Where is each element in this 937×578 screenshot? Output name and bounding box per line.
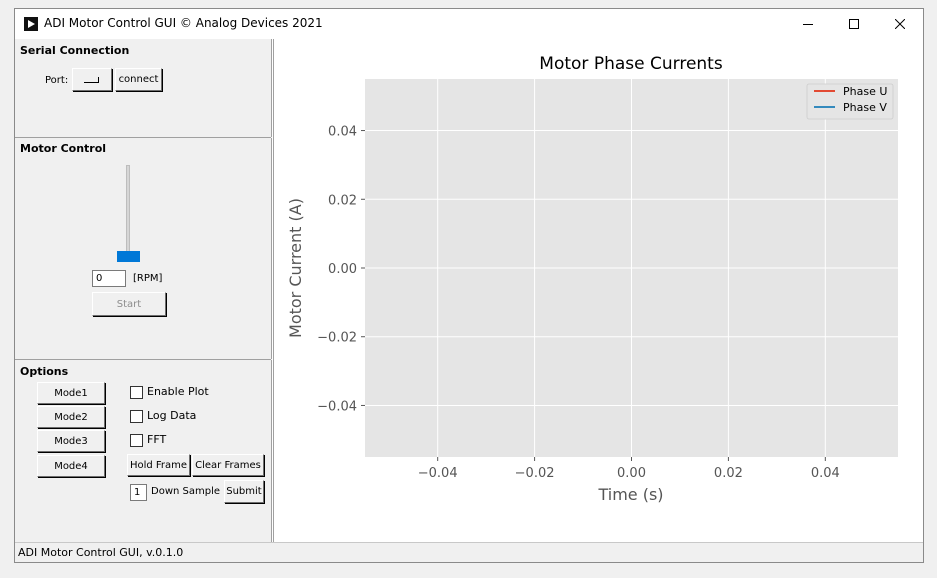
connect-button[interactable]: connect [115, 68, 162, 91]
x-tick-label: 0.04 [811, 466, 840, 481]
section-divider [15, 137, 271, 138]
log-data-label: Log Data [147, 409, 197, 422]
enable-plot-checkbox[interactable] [130, 386, 143, 399]
control-panel: Serial Connection Port: connect Motor Co… [15, 39, 272, 542]
x-axis-ticks: −0.04 −0.02 0.00 0.02 0.04 [418, 457, 840, 481]
legend-box [806, 83, 894, 120]
hold-frame-button[interactable]: Hold Frame [127, 454, 190, 476]
y-tick-label: −0.04 [317, 399, 357, 414]
x-tick-label: 0.02 [714, 466, 743, 481]
y-axis-label: Motor Current (A) [286, 198, 305, 338]
y-tick-label: 0.04 [328, 125, 357, 140]
fft-label: FFT [147, 433, 167, 446]
app-window: ADI Motor Control GUI © Analog Devices 2… [14, 8, 924, 563]
dropdown-indicator-icon [84, 76, 99, 83]
log-data-checkbox[interactable] [130, 410, 143, 423]
y-axis-ticks: −0.04 −0.02 0.00 0.02 0.04 [317, 125, 365, 414]
x-tick-label: −0.02 [515, 466, 555, 481]
mode4-button[interactable]: Mode4 [37, 455, 105, 477]
motor-control-title: Motor Control [20, 142, 107, 155]
port-label: Port: [45, 75, 69, 86]
grid-lines [365, 79, 898, 457]
window-title: ADI Motor Control GUI © Analog Devices 2… [44, 16, 323, 30]
title-bar: ADI Motor Control GUI © Analog Devices 2… [15, 9, 923, 39]
chart-legend: Phase U Phase V [806, 83, 894, 120]
down-sample-label: Down Sample [151, 486, 221, 497]
maximize-button[interactable] [831, 9, 877, 39]
start-button[interactable]: Start [92, 292, 166, 316]
legend-label-phase-u: Phase U [843, 85, 887, 98]
x-tick-label: −0.04 [418, 466, 458, 481]
enable-plot-label: Enable Plot [147, 385, 209, 398]
maximize-icon [849, 19, 859, 29]
rpm-input[interactable]: 0 [92, 270, 126, 287]
submit-button[interactable]: Submit [224, 480, 264, 503]
mode2-button[interactable]: Mode2 [37, 406, 105, 428]
close-button[interactable] [877, 9, 923, 39]
serial-connection-title: Serial Connection [20, 44, 130, 57]
app-logo-icon [24, 17, 38, 31]
plot-area: −0.04 −0.02 0.00 0.02 0.04 −0.04 −0.02 0.00 0.0… [273, 39, 923, 542]
port-dropdown[interactable] [72, 68, 112, 91]
clear-frames-button[interactable]: Clear Frames [192, 454, 264, 476]
speed-slider-handle[interactable] [117, 251, 140, 262]
y-tick-label: 0.02 [328, 193, 357, 208]
y-tick-label: 0.00 [328, 262, 357, 277]
x-axis-label: Time (s) [597, 485, 663, 504]
mode3-button[interactable]: Mode3 [37, 430, 105, 452]
mode1-button[interactable]: Mode1 [37, 382, 105, 404]
minimize-button[interactable] [785, 9, 831, 39]
serial-connection-frame: Serial Connection Port: connect [15, 39, 272, 137]
speed-slider-track[interactable] [126, 165, 130, 260]
status-bar: ADI Motor Control GUI, v.0.1.0 [15, 542, 923, 562]
rpm-unit-label: [RPM] [133, 273, 163, 284]
down-sample-input[interactable]: 1 [130, 484, 147, 501]
chart-title: Motor Phase Currents [539, 54, 723, 74]
x-tick-label: 0.00 [617, 466, 646, 481]
motor-phase-currents-chart: −0.04 −0.02 0.00 0.02 0.04 −0.04 −0.02 0.00 0.0… [286, 54, 898, 504]
minimize-icon [803, 24, 813, 25]
fft-checkbox[interactable] [130, 434, 143, 447]
version-label: ADI Motor Control GUI, v.0.1.0 [18, 546, 184, 559]
y-tick-label: −0.02 [317, 331, 357, 346]
motor-control-frame: Motor Control 0 [RPM] Start [15, 138, 272, 359]
close-icon [895, 19, 905, 29]
section-divider [15, 359, 271, 360]
options-title: Options [20, 365, 69, 378]
options-frame: Options Mode1 Mode2 Mode3 Mode4 Enable P… [15, 360, 272, 542]
legend-label-phase-v: Phase V [843, 101, 887, 114]
